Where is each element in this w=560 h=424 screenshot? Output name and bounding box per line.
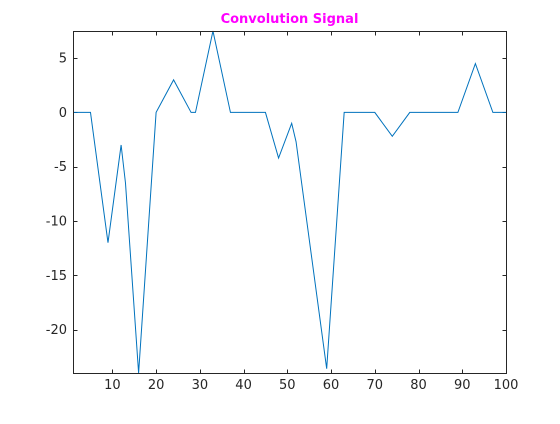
plot-area (73, 31, 506, 373)
x-tick-label: 20 (148, 378, 165, 393)
x-tick-label: 10 (104, 378, 121, 393)
x-tick-label: 90 (454, 378, 471, 393)
chart-title: Convolution Signal (221, 12, 359, 27)
signal-line (73, 30, 506, 374)
y-tick-label: -5 (54, 160, 67, 175)
y-tick-label: 0 (59, 106, 67, 121)
x-tick-label: 70 (367, 378, 384, 393)
y-tick-label: -15 (46, 269, 67, 284)
x-tick-label: 100 (494, 378, 519, 393)
y-tick-label: 5 (59, 52, 67, 67)
x-tick-label: 40 (235, 378, 252, 393)
x-tick-label: 30 (192, 378, 209, 393)
x-tick-label: 50 (279, 378, 296, 393)
x-tick-label: 60 (323, 378, 340, 393)
y-tick-label: -10 (46, 215, 67, 230)
x-tick-label: 80 (410, 378, 427, 393)
axes-box (73, 31, 507, 374)
y-tick-label: -20 (46, 323, 67, 338)
